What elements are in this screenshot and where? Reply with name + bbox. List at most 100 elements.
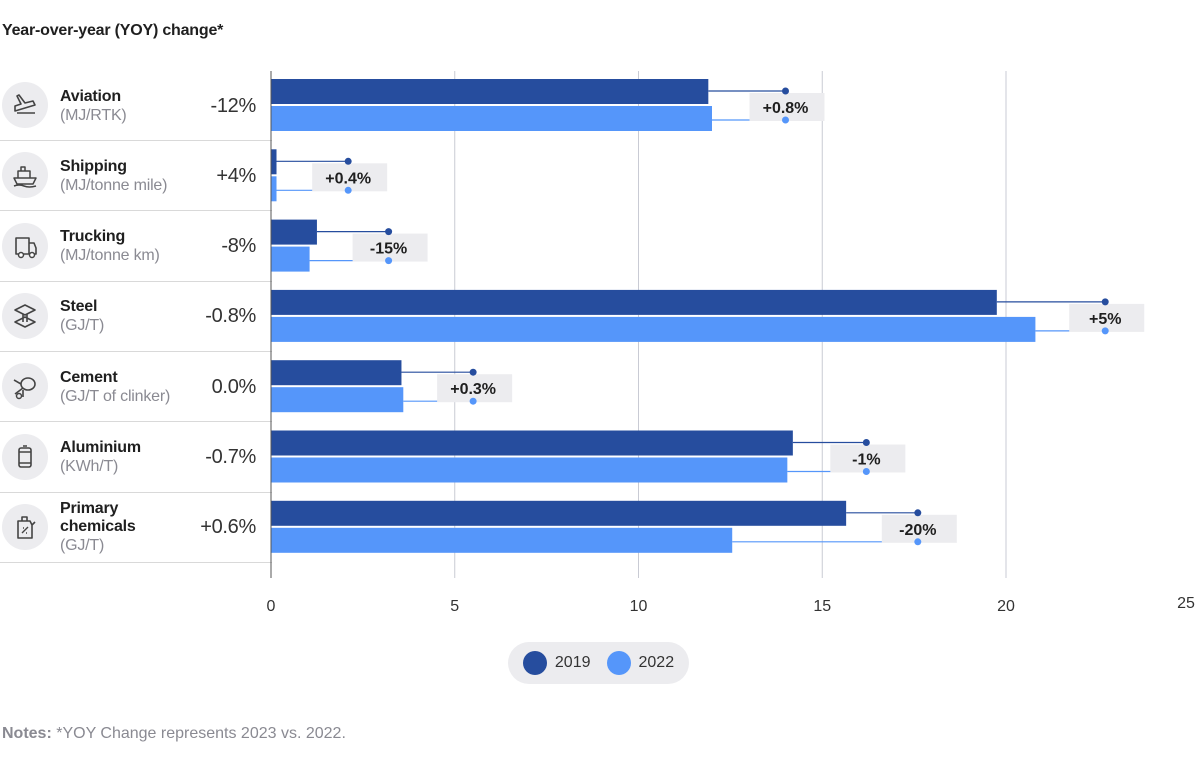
bar-2022-6 bbox=[271, 457, 788, 483]
category-unit: (KWh/T) bbox=[60, 458, 119, 475]
category-row-trucking: Trucking (MJ/tonne km) -8% bbox=[0, 212, 272, 282]
category-row-aluminium: Aluminium (KWh/T) -0.7% bbox=[0, 423, 272, 493]
marker-dot-2019-6 bbox=[862, 439, 870, 446]
ship-icon bbox=[2, 152, 48, 199]
legend-label-2019: 2019 bbox=[554, 654, 591, 671]
category-row-cement: Cement (GJ/T of clinker) 0.0% bbox=[0, 352, 272, 423]
change-badge-6 bbox=[830, 444, 906, 473]
legend-item-2019: 2019 bbox=[522, 651, 591, 675]
bar-2022-1 bbox=[271, 106, 712, 131]
row-divider bbox=[0, 561, 272, 563]
category-text: Shipping (MJ/tonne mile) bbox=[60, 141, 167, 211]
change-label-7: -20% bbox=[899, 522, 936, 539]
marker-dot-2022-6 bbox=[862, 468, 870, 475]
x-tick-label-5: 5 bbox=[450, 598, 459, 615]
marker-dot-2022-7 bbox=[914, 538, 922, 546]
category-label: Aviation bbox=[60, 87, 121, 105]
yoy-change-value: -0.8% bbox=[205, 305, 256, 328]
legend: 2019 2022 bbox=[508, 642, 689, 684]
change-label-6: -1% bbox=[852, 452, 880, 469]
category-text: Cement (GJ/T of clinker) bbox=[60, 352, 170, 422]
marker-dot-2022-5 bbox=[469, 397, 477, 405]
category-unit: (GJ/T of clinker) bbox=[60, 387, 171, 405]
marker-dot-2019-4 bbox=[1101, 298, 1109, 306]
category-text: Aviation (MJ/RTK) bbox=[60, 71, 127, 141]
change-label-3: -15% bbox=[370, 241, 407, 258]
bar-2019-6 bbox=[271, 430, 793, 456]
row-divider bbox=[0, 421, 272, 423]
x-tick-label-25: 25 bbox=[1177, 595, 1195, 612]
cement-mixer-icon bbox=[2, 363, 48, 410]
change-badge-7 bbox=[881, 514, 957, 543]
steel-beam-icon bbox=[2, 292, 48, 339]
legend-swatch-2019 bbox=[522, 651, 547, 675]
bar-2022-2 bbox=[271, 176, 277, 202]
x-tick-label-10: 10 bbox=[630, 598, 648, 615]
aluminium-can-icon bbox=[2, 433, 48, 480]
yoy-change-value: -12% bbox=[210, 94, 257, 117]
change-badge-5 bbox=[437, 374, 513, 403]
marker-dot-2022-4 bbox=[1101, 327, 1109, 335]
marker-dot-2019-3 bbox=[385, 228, 393, 236]
category-row-shipping: Shipping (MJ/tonne mile) +4% bbox=[0, 141, 272, 212]
category-unit: (GJ/T) bbox=[60, 317, 105, 335]
bar-2019-1 bbox=[271, 79, 709, 104]
marker-dot-2022-3 bbox=[385, 257, 393, 265]
category-text: Aluminium (KWh/T) bbox=[60, 423, 141, 493]
category-unit: (MJ/tonne mile) bbox=[60, 176, 168, 194]
row-divider bbox=[0, 491, 272, 493]
bar-2019-3 bbox=[271, 219, 317, 245]
yoy-change-value: 0.0% bbox=[211, 375, 257, 398]
category-text: Steel (GJ/T) bbox=[60, 282, 104, 352]
change-badge-3 bbox=[352, 233, 428, 262]
legend-item-2022: 2022 bbox=[606, 651, 674, 675]
notes: Notes: *YOY Change represents 2023 vs. 2… bbox=[2, 725, 346, 743]
bar-2022-3 bbox=[271, 246, 310, 272]
category-unit: (MJ/RTK) bbox=[60, 106, 127, 124]
bar-chart: 0 5 10 15 20 25 +0.8% +0.4% -15% +5% +0.3% -1% -20% bbox=[267, 71, 1195, 615]
bar-2019-5 bbox=[271, 360, 402, 386]
marker-dot-2022-2 bbox=[344, 186, 352, 194]
change-label-4: +5% bbox=[1089, 311, 1121, 328]
change-badge-4 bbox=[1069, 303, 1145, 332]
change-label-1: +0.8% bbox=[763, 100, 809, 117]
category-label: Shipping bbox=[60, 157, 127, 175]
category-unit: (GJ/T) bbox=[60, 537, 105, 555]
row-divider bbox=[0, 140, 272, 141]
row-divider bbox=[0, 210, 272, 212]
marker-dot-2019-7 bbox=[914, 509, 922, 517]
truck-icon bbox=[2, 222, 48, 269]
bar-2022-5 bbox=[271, 387, 404, 413]
legend-swatch-2022 bbox=[606, 651, 631, 675]
category-row-aviation: Aviation (MJ/RTK) -12% bbox=[0, 71, 272, 141]
category-label: Primary bbox=[60, 500, 119, 518]
category-label: Steel bbox=[60, 298, 98, 316]
marker-dot-2022-1 bbox=[782, 116, 789, 124]
change-badge-1 bbox=[749, 93, 825, 121]
chart-title: Year-over-year (YOY) change* bbox=[2, 22, 224, 39]
row-divider bbox=[0, 350, 272, 352]
marker-dot-2019-1 bbox=[782, 87, 789, 95]
bar-2019-7 bbox=[271, 500, 847, 526]
change-label-5: +0.3% bbox=[450, 381, 496, 398]
change-badge-2 bbox=[312, 163, 388, 192]
yoy-change-value: +0.6% bbox=[200, 516, 256, 539]
marker-dot-2019-2 bbox=[344, 157, 352, 165]
bar-2022-7 bbox=[271, 527, 733, 553]
category-text: Trucking (MJ/tonne km) bbox=[60, 212, 160, 282]
category-row-steel: Steel (GJ/T) -0.8% bbox=[0, 282, 272, 352]
change-label-2: +0.4% bbox=[325, 170, 371, 187]
category-text: Primary chemicals (GJ/T) bbox=[60, 493, 136, 563]
category-label: chemicals bbox=[60, 518, 136, 536]
yoy-change-value: -8% bbox=[221, 235, 256, 258]
x-tick-label-20: 20 bbox=[997, 598, 1015, 615]
category-label: Aluminium bbox=[60, 439, 141, 456]
notes-text: *YOY Change represents 2023 vs. 2022. bbox=[51, 725, 346, 742]
x-tick-label-0: 0 bbox=[267, 598, 276, 615]
marker-dot-2019-5 bbox=[469, 368, 477, 376]
airplane-icon bbox=[2, 82, 48, 128]
chemical-canister-icon bbox=[2, 503, 48, 550]
category-row-primary-chemicals: Primary chemicals (GJ/T) +0.6% bbox=[0, 493, 272, 563]
notes-prefix: Notes: bbox=[2, 725, 52, 742]
bar-2022-4 bbox=[271, 316, 1036, 342]
